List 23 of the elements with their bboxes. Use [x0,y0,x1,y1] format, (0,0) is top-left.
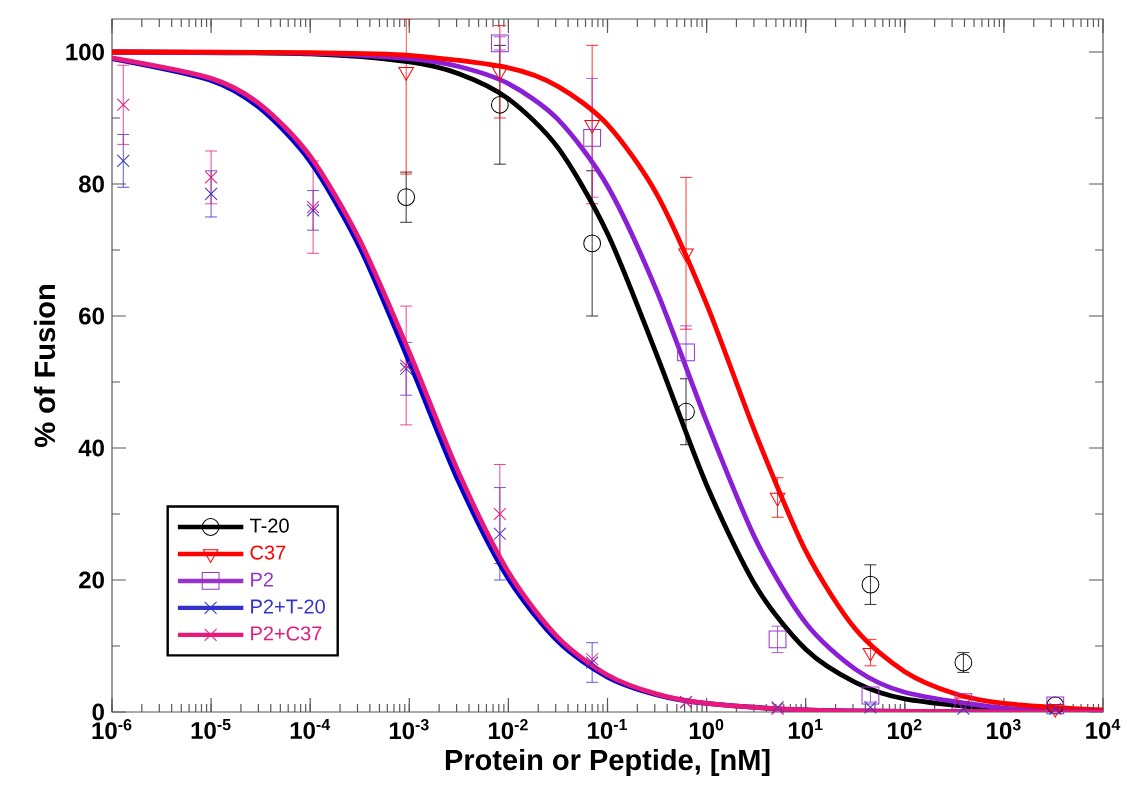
y-tick-label: 80 [78,175,104,193]
x-tick-label: 10$^{-5}$ [191,719,231,739]
legend-label: P2+T-20 [251,599,325,614]
x-tick-label: 10$^{-3}$ [389,719,429,740]
x-tick-label: 10$^{0}$ [689,719,724,740]
x-tick-label: 10$^{-2}$ [488,719,528,740]
y-tick-label: 60 [79,307,104,325]
y-tick-label: 40 [78,439,104,457]
x-tick-label: 10$^{1}$ [788,719,823,739]
x-tick-label: 10$^{-1}$ [588,719,627,739]
y-tick-label: 20 [79,571,104,589]
x-tick-label: 10$^{3}$ [987,719,1021,740]
x-axis-title: Protein or Peptide, [nM] [445,748,770,776]
legend-label: T-20 [249,518,289,533]
y-tick-label: 100 [66,43,104,61]
x-tick-label: 10$^{4}$ [1086,719,1121,739]
x-tick-label: 10$^{2}$ [888,719,922,740]
y-tick-label: 0 [92,703,104,721]
legend-label: P2 [251,572,274,587]
y-axis-title: % of Fusion [33,285,56,447]
legend-label: C37 [250,545,286,560]
x-tick-label: 10$^{-4}$ [290,719,331,739]
legend-label: P2+C37 [251,626,322,641]
